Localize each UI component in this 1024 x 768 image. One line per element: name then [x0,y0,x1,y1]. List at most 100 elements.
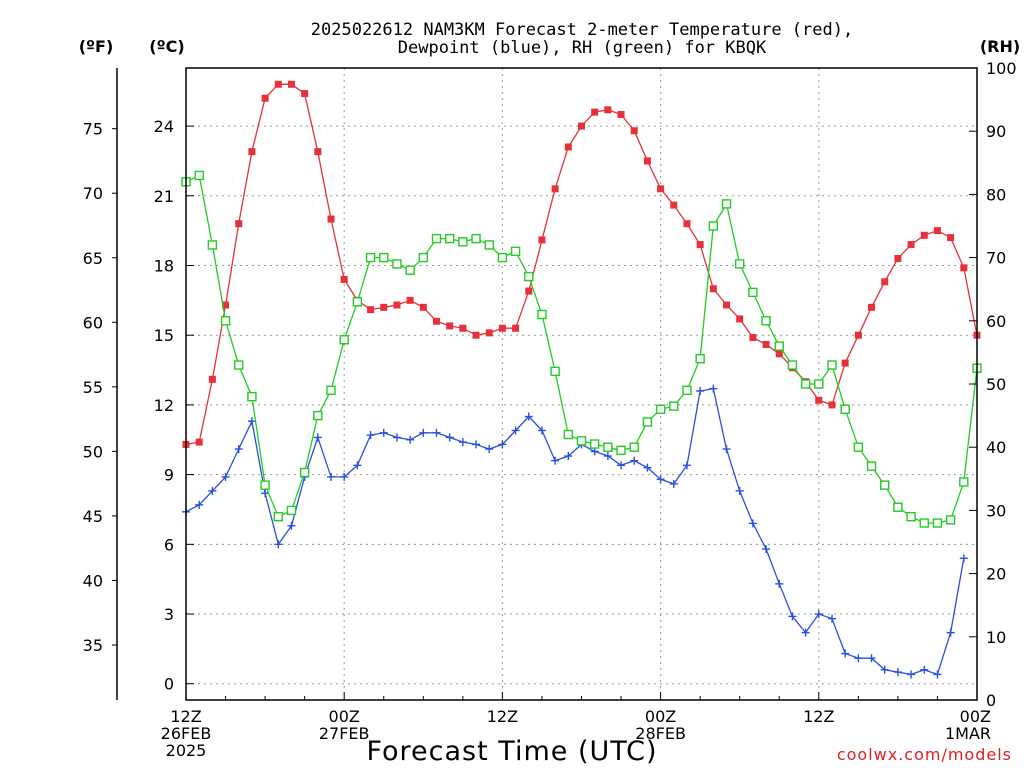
rh-point [313,410,323,421]
dewpoint-point [327,472,336,481]
rh-point [220,316,231,326]
rh-point [721,199,732,209]
f-tick-label: 55 [83,378,103,397]
rh-point [787,360,798,370]
x-tick-label: 1MAR [945,724,991,743]
temperature-point [208,375,216,383]
temperature-point [736,315,744,323]
rh-point [932,518,943,528]
series-layer [181,80,982,679]
frame-layer [112,67,978,701]
temperature-point [670,201,678,209]
temperature-point [907,241,915,249]
dewpoint-point [603,452,612,461]
rh-tick-label: 0 [986,691,996,710]
temperature-point [591,108,599,116]
dewpoint-point [208,486,217,495]
rh-point [603,442,613,452]
temperature-point [340,275,348,283]
temperature-point [960,264,968,272]
rh-tick-label: 10 [986,628,1006,647]
temperature-point [314,148,322,156]
rh-point [550,366,560,377]
rh-point [774,341,784,351]
temperature-point [775,350,783,358]
rh-point [194,170,204,181]
temperature-point [367,306,375,314]
f-tick-label: 60 [83,313,103,332]
dewpoint-point [234,445,243,454]
rh-point [708,221,719,231]
temperature-point [854,331,862,339]
temperature-point [538,236,546,244]
temperature-point [894,255,902,263]
temperature-point [881,278,889,286]
c-tick-label: 24 [154,117,174,136]
dewpoint-point [841,649,850,658]
rh-point [379,252,389,263]
dewpoint-point [537,426,546,435]
rh-point [853,442,864,452]
temperature-point [630,127,638,135]
dewpoint-point [762,544,771,553]
rh-point [299,467,310,478]
x-tick-label: 28FEB [635,724,686,743]
rh-point [735,259,745,269]
temperature-point [828,401,836,409]
rh-point [339,335,349,345]
rh-point [431,233,442,244]
rh-tick-label: 100 [986,59,1017,78]
rh-tick-label: 40 [986,438,1006,457]
x-tick-label: 12Z [170,707,201,726]
rh-point [814,379,824,389]
rh-point [273,512,283,522]
rh-point [365,252,376,263]
rh-point [207,240,218,250]
temperature-point [498,324,506,332]
c-tick-label: 6 [164,535,174,554]
series-dewpoint [182,384,968,679]
temperature-point [868,303,876,311]
temperature-point [406,296,414,304]
temperature-point [419,303,427,311]
dewpoint-point [801,628,810,637]
rh-point [669,401,679,411]
temperature-point [222,301,230,309]
temperature-point [617,110,625,118]
dewpoint-point [379,428,388,437]
temperature-point [933,227,941,235]
c-tick-label: 0 [164,675,174,694]
dewpoint-point [551,456,560,465]
dewpoint-point [854,654,863,663]
rh-point [840,404,850,414]
c-tick-label: 21 [154,187,174,206]
temperature-point [301,90,309,98]
rh-point [405,265,415,275]
dewpoint-point [445,433,454,442]
rh-tick-label: 30 [986,501,1006,520]
dewpoint-point [195,500,204,509]
series-rh [181,170,982,528]
rh-point [524,271,534,282]
dewpoint-point [656,475,665,484]
temperature-point [432,317,440,325]
x-tick-label: 00Z [329,707,360,726]
temperature-point [261,94,269,102]
dewpoint-point [748,519,757,528]
rh-point [286,505,297,516]
dewpoint-point [458,438,467,447]
dewpoint-point [788,612,797,621]
rh-point [761,316,771,326]
rh-point [497,252,508,263]
dewpoint-point [880,665,889,674]
chart-title-line1: 2025022612 NAM3KM Forecast 2-meter Tempe… [311,20,853,40]
temperature-point [947,234,955,242]
credit-text: coolwx.com/models [837,745,1012,764]
text-layer: 2025022612 NAM3KM Forecast 2-meter Tempe… [79,20,1020,767]
temperature-point [248,148,256,156]
temperature-point [841,359,849,367]
temperature-point [195,438,203,446]
x-tick-label: 12Z [487,707,518,726]
dewpoint-point [643,463,652,472]
